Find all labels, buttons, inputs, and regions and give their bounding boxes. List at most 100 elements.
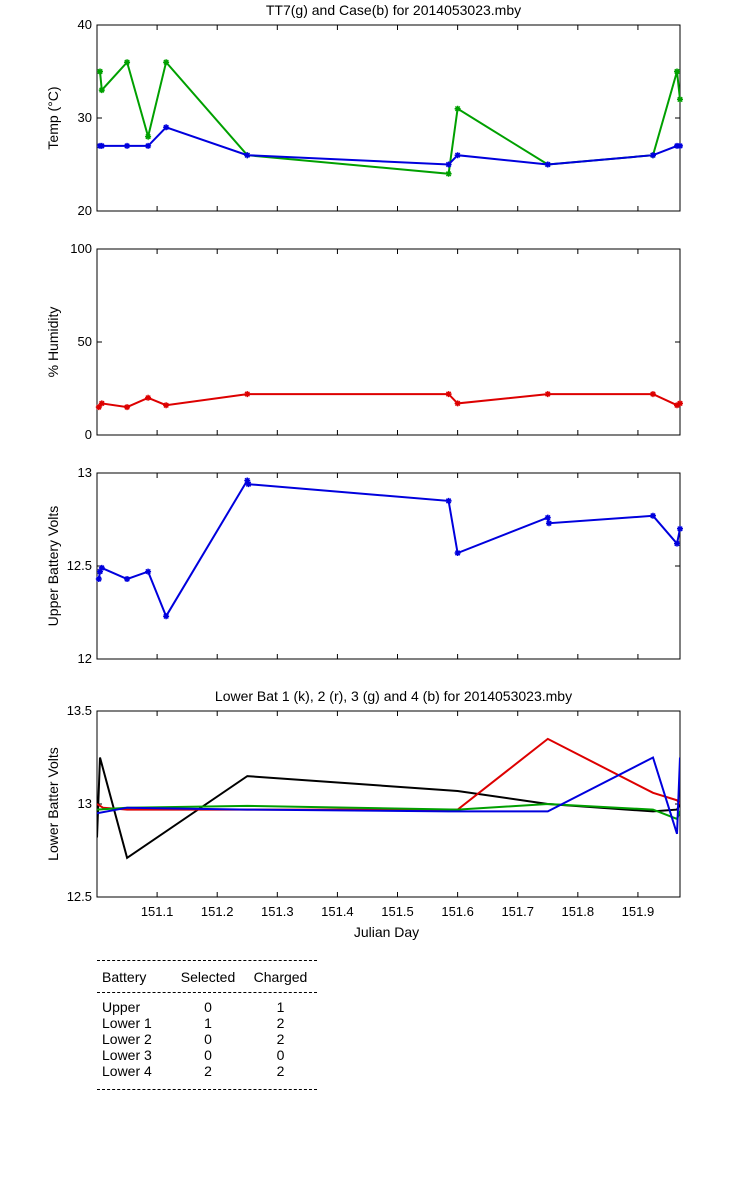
table-row: Lower 1 1 2 (97, 1015, 317, 1031)
charts-canvas: 20 30 40 TT7(g) and Case(b) for 2014053023.… (45, 2, 683, 940)
x-tick-label: 151.8 (562, 904, 595, 919)
y-tick-label: 13 (78, 796, 92, 811)
table-body: Upper 0 1 Lower 1 1 2 Lower 2 0 2 Lower … (97, 993, 317, 1089)
battery-status-table: Battery Selected Charged Upper 0 1 Lower… (97, 960, 317, 1090)
data-point (95, 576, 102, 583)
table-top-rule (97, 960, 317, 961)
data-point (244, 477, 251, 484)
cell-battery: Lower 2 (102, 1031, 152, 1047)
data-point (544, 514, 551, 521)
table-row: Lower 3 0 0 (97, 1047, 317, 1063)
data-point (163, 124, 170, 131)
x-tick-label: 151.2 (201, 904, 234, 919)
cell-charged: 0 (276, 1047, 285, 1063)
data-point (124, 59, 131, 66)
x-tick-label: 151.1 (141, 904, 174, 919)
data-point (97, 568, 104, 575)
data-point (244, 391, 251, 398)
data-point (673, 540, 680, 547)
cell-battery: Lower 1 (102, 1015, 152, 1031)
series-line (97, 737, 680, 811)
data-point (163, 402, 170, 409)
cell-battery: Lower 3 (102, 1047, 152, 1063)
series-line (100, 126, 680, 166)
data-point (677, 96, 683, 103)
data-point (98, 564, 105, 571)
data-point (677, 525, 683, 532)
table-header: Battery Selected Charged (97, 961, 317, 992)
table-row: Lower 2 0 2 (97, 1031, 317, 1047)
x-axis-label: Julian Day (354, 924, 419, 940)
data-point (454, 152, 461, 159)
data-point (454, 549, 461, 556)
data-point (98, 87, 105, 94)
data-point (98, 400, 105, 407)
cell-battery: Upper (102, 999, 141, 1015)
data-point (124, 404, 131, 411)
data-point (145, 394, 152, 401)
y-axis-label: Temp (°C) (45, 86, 61, 149)
data-point (244, 152, 251, 159)
chart-title: TT7(g) and Case(b) for 2014053023.mby (266, 2, 521, 18)
plot-frame (96, 472, 681, 660)
plot-frame (96, 710, 681, 898)
x-tick-label: 151.5 (381, 904, 414, 919)
y-tick-label: 50 (78, 334, 92, 349)
data-point (649, 512, 656, 519)
y-axis-label: Lower Batter Volts (45, 747, 61, 861)
y-tick-label: 0 (85, 427, 92, 442)
data-point (95, 404, 102, 411)
data-point (673, 68, 680, 75)
data-point (677, 400, 683, 407)
table-mid-rule (97, 992, 317, 993)
cell-charged: 2 (276, 1015, 285, 1031)
table-row: Lower 4 2 2 (97, 1063, 317, 1079)
chart-title: Lower Bat 1 (k), 2 (r), 3 (g) and 4 (b) … (215, 688, 572, 704)
y-tick-label: 12.5 (67, 889, 92, 904)
data-point (145, 142, 152, 149)
data-point (97, 68, 104, 75)
x-tick-label: 151.7 (501, 904, 534, 919)
y-tick-label: 13 (78, 465, 92, 480)
y-tick-label: 30 (78, 110, 92, 125)
data-point (163, 613, 170, 620)
cell-charged: 2 (276, 1063, 285, 1079)
x-tick-label: 151.9 (622, 904, 655, 919)
data-point (544, 391, 551, 398)
header-battery: Battery (102, 968, 147, 985)
series-line (97, 477, 680, 619)
cell-charged: 2 (276, 1031, 285, 1047)
cell-selected: 0 (204, 999, 212, 1015)
y-tick-label: 13.5 (67, 703, 92, 718)
plot-frame (96, 248, 681, 436)
data-point (445, 391, 452, 398)
data-point (124, 142, 131, 149)
plot-frame (96, 24, 681, 212)
cell-selected: 0 (204, 1031, 212, 1047)
y-tick-label: 20 (78, 203, 92, 218)
data-point (145, 568, 152, 575)
data-point (98, 142, 105, 149)
data-point (163, 59, 170, 66)
data-point (145, 133, 152, 140)
header-charged: Charged (253, 968, 308, 985)
series-line (98, 393, 680, 409)
x-tick-label: 151.6 (441, 904, 474, 919)
data-point (454, 400, 461, 407)
data-point (445, 497, 452, 504)
y-tick-label: 12.5 (67, 558, 92, 573)
table-bottom-rule (97, 1089, 317, 1090)
header-selected: Selected (180, 968, 236, 985)
y-axis-label: Upper Battery Volts (45, 506, 61, 627)
data-point (544, 161, 551, 168)
series-line (99, 60, 680, 175)
y-axis-label: % Humidity (45, 307, 61, 378)
cell-battery: Lower 4 (102, 1063, 152, 1079)
x-tick-label: 151.3 (261, 904, 294, 919)
data-point (124, 576, 131, 583)
table-row: Upper 0 1 (97, 999, 317, 1015)
data-point (454, 105, 461, 112)
data-point (245, 481, 252, 488)
data-point (673, 142, 680, 149)
data-point (673, 402, 680, 409)
